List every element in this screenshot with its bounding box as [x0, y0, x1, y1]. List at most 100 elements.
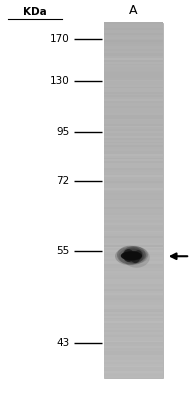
Bar	[104, 148, 163, 150]
Bar	[104, 211, 163, 213]
Bar	[104, 278, 163, 280]
Bar	[104, 38, 163, 40]
Bar	[104, 52, 163, 55]
Bar	[104, 120, 163, 122]
Bar	[104, 129, 163, 131]
Bar	[104, 173, 163, 176]
Bar	[104, 230, 163, 232]
Bar	[104, 143, 163, 145]
Bar	[104, 29, 163, 32]
Bar	[104, 319, 163, 321]
Bar	[104, 223, 163, 225]
Bar	[104, 367, 163, 369]
Bar	[104, 134, 163, 136]
Bar	[104, 132, 163, 134]
Bar	[104, 205, 163, 208]
Bar	[104, 303, 163, 305]
Bar	[104, 191, 163, 193]
Bar	[104, 54, 163, 56]
Bar	[104, 202, 163, 204]
Bar	[104, 196, 163, 198]
Bar	[104, 97, 163, 99]
Bar	[104, 150, 163, 152]
Bar	[104, 328, 163, 330]
Bar	[104, 241, 163, 243]
Bar	[104, 239, 163, 241]
Bar	[104, 340, 163, 342]
Bar	[104, 248, 163, 250]
Bar	[104, 100, 163, 103]
Bar	[104, 83, 163, 85]
Bar	[104, 344, 163, 346]
Bar	[104, 72, 163, 74]
Bar	[104, 289, 163, 291]
Bar	[104, 108, 163, 110]
Bar	[104, 244, 163, 246]
Bar	[104, 177, 163, 179]
Bar	[104, 354, 163, 357]
Bar	[104, 268, 163, 270]
Text: 55: 55	[57, 246, 70, 256]
Bar	[104, 207, 163, 209]
Bar	[104, 99, 163, 101]
Bar	[104, 168, 163, 170]
Bar	[104, 147, 163, 149]
Bar	[104, 360, 163, 362]
Bar	[104, 266, 163, 268]
Bar	[104, 76, 163, 78]
Bar	[104, 81, 163, 83]
Bar	[104, 184, 163, 186]
Bar	[104, 170, 163, 172]
Bar	[104, 22, 163, 24]
Text: 170: 170	[50, 34, 70, 44]
Text: 72: 72	[57, 176, 70, 186]
Bar	[104, 106, 163, 108]
Bar	[104, 220, 163, 222]
Bar	[104, 161, 163, 163]
Bar	[104, 90, 163, 92]
Bar	[104, 67, 163, 69]
Bar	[104, 280, 163, 282]
Bar	[104, 356, 163, 358]
Ellipse shape	[130, 251, 140, 263]
Bar	[104, 23, 163, 378]
Bar	[104, 260, 163, 262]
Bar	[104, 156, 163, 158]
Bar	[104, 44, 163, 46]
Bar	[104, 131, 163, 133]
Bar	[104, 322, 163, 325]
Ellipse shape	[123, 249, 134, 262]
Bar	[104, 316, 163, 318]
Bar	[104, 372, 163, 374]
Bar	[104, 42, 163, 44]
Bar	[104, 115, 163, 117]
Bar	[104, 60, 163, 62]
Bar	[104, 204, 163, 206]
Bar	[104, 228, 163, 230]
Bar	[104, 287, 163, 289]
Bar	[104, 225, 163, 227]
Bar	[104, 216, 163, 218]
Bar	[104, 338, 163, 341]
Ellipse shape	[117, 246, 143, 264]
Bar	[104, 88, 163, 90]
Bar	[104, 274, 163, 277]
Bar	[104, 84, 163, 87]
Bar	[104, 253, 163, 256]
Bar	[104, 292, 163, 294]
Bar	[104, 296, 163, 298]
Bar	[104, 86, 163, 88]
Bar	[104, 152, 163, 154]
Ellipse shape	[134, 250, 142, 260]
Bar	[104, 369, 163, 371]
Bar	[104, 326, 163, 328]
Bar	[104, 312, 163, 314]
Ellipse shape	[115, 247, 146, 265]
Bar	[104, 63, 163, 65]
Bar	[104, 262, 163, 264]
Bar	[104, 314, 163, 316]
Bar	[104, 330, 163, 332]
Bar	[104, 264, 163, 266]
Bar	[104, 136, 163, 138]
Bar	[104, 104, 163, 106]
